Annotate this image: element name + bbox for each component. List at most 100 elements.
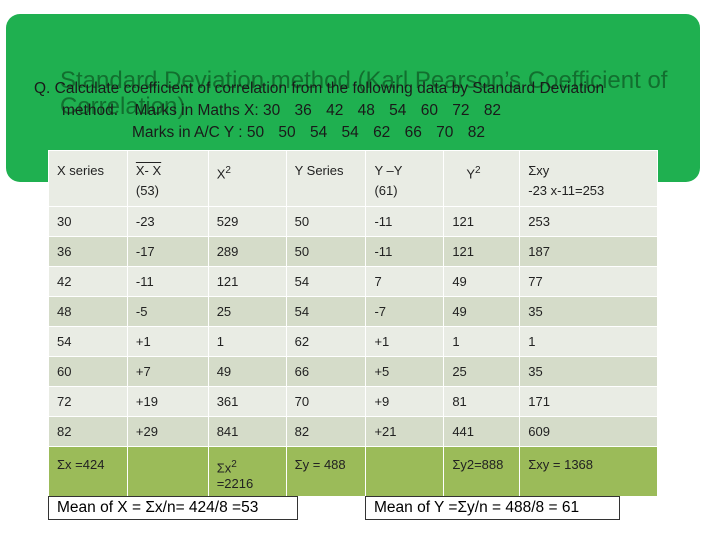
y-marks-label: Marks in A/C Y : [132,124,243,141]
cell-x: 42 [48,266,128,297]
sum-x-squared-sup: 2 [231,459,237,470]
cell-x-deviation: +19 [126,386,209,417]
cell-xy: 609 [519,416,658,447]
cell-x-squared: 289 [207,236,287,267]
cell-xy: 253 [519,206,658,237]
y-marks-line: Marks in A/C Y : 50 50 54 54 62 66 70 82 [132,124,485,142]
cell-x-deviation: -23 [126,206,209,237]
cell-x-deviation: +7 [126,356,209,387]
cell-y-squared: 121 [443,206,521,237]
cell-y: 62 [285,326,367,357]
cell-x: 60 [48,356,128,387]
cell-x: 54 [48,326,128,357]
cell-y-deviation: +5 [365,356,445,387]
cell-x: 82 [48,416,128,447]
header-xy-label: Σxy [528,163,550,178]
question-text: Q. Calculate coefficient of correlation … [34,80,714,98]
cell-xy: 187 [519,236,658,267]
table-row: 72 +19 361 70 +9 81 171 [48,386,658,417]
cell-y: 70 [285,386,367,417]
cell-x-squared: 841 [207,416,287,447]
header-y-deviation-label: Y –Y [374,163,403,178]
table-header-row: X series X- X (53) X2 Y Series Y –Y (61)… [48,150,658,207]
slide-title: Standard Deviation method (Karl Pearson’… [60,67,668,120]
y-marks-values: 50 50 54 54 62 66 70 82 [246,124,485,141]
cell-x: 30 [48,206,128,237]
cell-y-squared: 121 [443,236,521,267]
mean-x-box: Mean of X = Σx/n= 424/8 =53 [48,496,298,520]
cell-x-squared: 361 [207,386,287,417]
cell-x-squared: 121 [207,266,287,297]
cell-y: 50 [285,206,367,237]
x-marks-values: 30 36 42 48 54 60 72 82 [262,102,502,119]
cell-x: 48 [48,296,128,327]
cell-x: 36 [48,236,128,267]
header-xy: Σxy -23 x-11=253 [519,150,658,207]
header-x-mean: (53) [135,183,159,198]
x-marks-label: Marks in Maths X: [134,102,259,119]
cell-x-deviation: -11 [126,266,209,297]
table-row: 36 -17 289 50 -11 121 187 [48,236,658,267]
cell-xy: 77 [519,266,658,297]
header-y-deviation: Y –Y (61) [365,150,445,207]
header-y-squared: Y2 [443,150,521,207]
sum-y-squared: Σy2=888 [443,446,521,497]
cell-x-squared: 529 [207,206,287,237]
cell-x-deviation: +29 [126,416,209,447]
cell-y-deviation: -7 [365,296,445,327]
header-x-squared: X2 [207,150,287,207]
question-continuation: method. [62,102,119,119]
cell-x-deviation: -5 [126,296,209,327]
cell-x-squared: 25 [207,296,287,327]
question-line: Q. Calculate coefficient of correlation … [34,80,605,97]
sum-empty-1 [126,446,209,497]
cell-x-squared: 1 [207,326,287,357]
header-x-series: X series [48,150,128,207]
sum-x-squared: Σx2 =2216 [207,446,287,497]
cell-x-deviation: +1 [126,326,209,357]
cell-y-deviation: 7 [365,266,445,297]
cell-y: 54 [285,266,367,297]
cell-xy: 1 [519,326,658,357]
table-row: 82 +29 841 82 +21 441 609 [48,416,658,447]
cell-y: 66 [285,356,367,387]
sum-empty-2 [365,446,445,497]
table-row: 54 +1 1 62 +1 1 1 [48,326,658,357]
cell-y-squared: 25 [443,356,521,387]
cell-xy: 35 [519,356,658,387]
sum-x: Σx =424 [48,446,128,497]
cell-y-squared: 441 [443,416,521,447]
header-x-deviation-label: X- X [135,163,162,178]
cell-y: 54 [285,296,367,327]
header-x-squared-sup: 2 [225,165,231,176]
cell-xy: 35 [519,296,658,327]
cell-y-deviation: +1 [365,326,445,357]
sum-y: Σy = 488 [285,446,367,497]
cell-y-deviation: -11 [365,206,445,237]
cell-y-squared: 81 [443,386,521,417]
cell-y-deviation: +21 [365,416,445,447]
header-y-squared-label: Y [466,166,475,182]
table-row: 60 +7 49 66 +5 25 35 [48,356,658,387]
calculation-table: X series X- X (53) X2 Y Series Y –Y (61)… [48,150,658,497]
cell-y-deviation: +9 [365,386,445,417]
table-row: 48 -5 25 54 -7 49 35 [48,296,658,327]
header-y-mean: (61) [374,183,398,198]
x-marks-line: method. Marks in Maths X: 30 36 42 48 54… [62,102,501,120]
header-y-squared-sup: 2 [474,165,481,176]
totals-row: Σx =424 Σx2 =2216 Σy = 488 Σy2=888 Σxy = 1368 [48,446,658,497]
cell-x-squared: 49 [207,356,287,387]
header-y-series: Y Series [285,150,367,207]
sum-x-squared-value: =2216 [216,476,254,492]
mean-y-box: Mean of Y =Σy/n = 488/8 = 61 [365,496,620,520]
header-x-squared-label: X [216,166,226,182]
table-row: 30 -23 529 50 -11 121 253 [48,206,658,237]
sum-x-squared-label: Σx [216,460,232,476]
cell-y-squared: 49 [443,266,521,297]
table-row: 42 -11 121 54 7 49 77 [48,266,658,297]
cell-y: 50 [285,236,367,267]
cell-x: 72 [48,386,128,417]
cell-y-squared: 49 [443,296,521,327]
header-x-deviation: X- X (53) [126,150,209,207]
sum-xy: Σxy = 1368 [519,446,658,497]
